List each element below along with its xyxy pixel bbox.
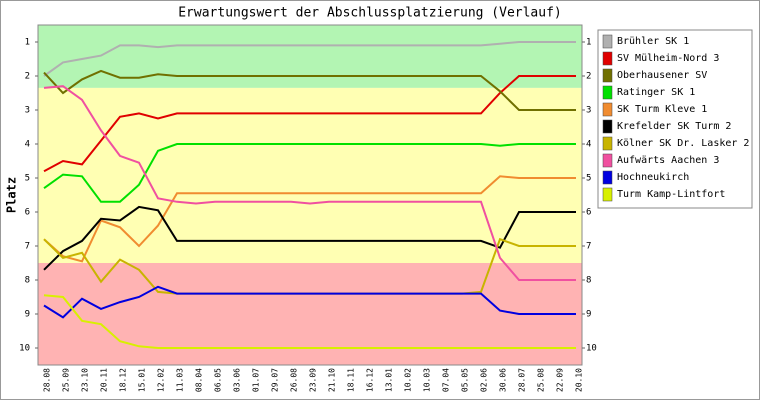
series-line (43, 75, 576, 173)
legend-swatch (602, 119, 613, 134)
y-tick-label: 8 (25, 276, 30, 286)
y-tick-label: 10 (19, 344, 30, 354)
x-tick-label: 18.11 (347, 368, 356, 392)
y-tick-label: 1 (25, 38, 30, 48)
x-tick-label: 15.01 (138, 368, 147, 392)
series-line (43, 294, 576, 349)
x-tick-label: 13.01 (385, 368, 394, 392)
x-tick-label: 25.08 (537, 368, 546, 392)
x-tick-label: 25.09 (62, 368, 71, 392)
x-tick-label: 02.06 (480, 368, 489, 392)
x-tick-label: 10.02 (404, 368, 413, 392)
x-tick-label: 01.07 (252, 368, 261, 392)
legend-label: Kölner SK Dr. Lasker 2 (617, 138, 749, 149)
legend-swatch (602, 51, 613, 66)
x-tick-label: 07.04 (442, 368, 451, 392)
y-tick-label-right: 4 (586, 140, 591, 150)
y-tick-label-right: 7 (586, 242, 591, 252)
series-line (43, 143, 576, 203)
series-line (43, 205, 576, 271)
legend-swatch (602, 136, 613, 151)
legend-swatch (602, 85, 613, 100)
x-tick-label: 28.08 (43, 368, 52, 392)
legend-label: SV Mülheim-Nord 3 (617, 53, 719, 64)
x-tick-label: 18.12 (119, 368, 128, 392)
x-tick-label: 29.07 (271, 368, 280, 392)
y-tick-label: 6 (25, 208, 30, 218)
y-tick-label: 2 (25, 72, 30, 82)
y-tick-label: 9 (25, 310, 30, 320)
chart-title: Erwartungswert der Abschlussplatzierung … (178, 6, 562, 21)
x-tick-label: 12.02 (157, 368, 166, 392)
legend-label: SK Turm Kleve 1 (617, 104, 707, 115)
series-line (43, 69, 576, 111)
x-tick-label: 08.04 (195, 368, 204, 392)
y-tick-label: 3 (25, 106, 30, 116)
legend-swatch (602, 68, 613, 83)
x-tick-label: 23.09 (309, 368, 318, 392)
y-tick-label: 7 (25, 242, 30, 252)
legend-label: Turm Kamp-Lintfort (617, 189, 725, 200)
x-tick-label: 10.03 (423, 368, 432, 392)
y-tick-label: 5 (25, 174, 30, 184)
series-line (43, 85, 576, 281)
x-tick-label: 26.08 (290, 368, 299, 392)
legend-swatch (602, 34, 613, 49)
series-line (43, 175, 576, 263)
x-tick-label: 20.11 (100, 368, 109, 392)
y-tick-label-right: 1 (586, 38, 591, 48)
y-tick-label-right: 10 (586, 344, 597, 354)
x-tick-label: 23.10 (81, 368, 90, 392)
x-tick-label: 30.06 (499, 368, 508, 392)
series-line (43, 285, 576, 319)
legend-swatch (602, 170, 613, 185)
x-tick-label: 03.06 (233, 368, 242, 392)
y-axis-label: Platz (5, 177, 19, 213)
zone (38, 263, 582, 365)
x-tick-label: 11.03 (176, 368, 185, 392)
y-tick-label: 4 (25, 140, 30, 150)
legend-label: Aufwärts Aachen 3 (617, 155, 719, 166)
legend-box (597, 29, 753, 209)
x-tick-label: 22.09 (556, 368, 565, 392)
legend-label: Ratinger SK 1 (617, 87, 695, 98)
x-tick-label: 28.07 (518, 368, 527, 392)
y-tick-label-right: 8 (586, 276, 591, 286)
y-tick-label-right: 5 (586, 174, 591, 184)
y-tick-label-right: 3 (586, 106, 591, 116)
y-tick-label-right: 9 (586, 310, 591, 320)
x-tick-label: 20.10 (575, 368, 584, 392)
y-tick-label-right: 6 (586, 208, 591, 218)
legend-swatch (602, 102, 613, 117)
x-tick-label: 06.05 (214, 368, 223, 392)
series-line (43, 41, 576, 77)
legend-label: Oberhausener SV (617, 70, 707, 81)
legend-label: Hochneukirch (617, 172, 689, 183)
plot-border (37, 24, 583, 366)
legend-swatch (602, 187, 613, 202)
x-tick-label: 16.12 (366, 368, 375, 392)
legend-swatch (602, 153, 613, 168)
legend-label: Brühler SK 1 (617, 36, 689, 47)
legend-label: Krefelder SK Turm 2 (617, 121, 731, 132)
x-tick-label: 05.05 (461, 368, 470, 392)
x-tick-label: 21.10 (328, 368, 337, 392)
y-tick-label-right: 2 (586, 72, 591, 82)
